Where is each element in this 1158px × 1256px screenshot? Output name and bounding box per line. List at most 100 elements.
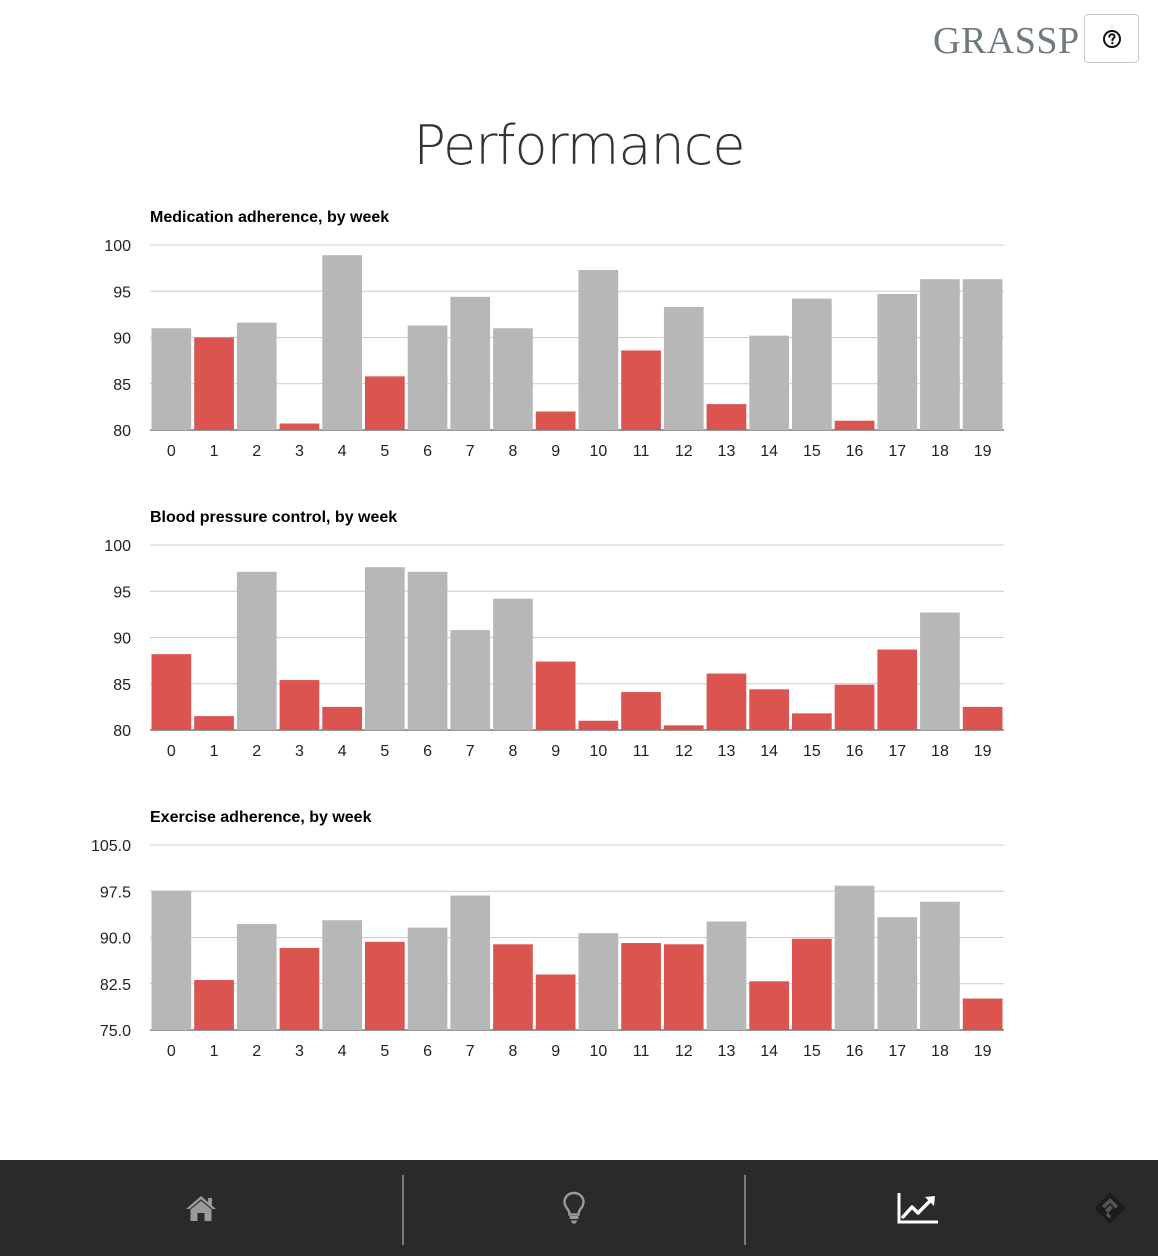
x-tick-label: 16 [846,1043,864,1060]
bar-week-0[interactable] [151,654,192,730]
bar-week-15[interactable] [792,713,832,730]
x-tick-label: 10 [589,443,607,460]
bar-week-0[interactable] [151,328,192,430]
bar-week-13[interactable] [706,921,747,1030]
bar-week-17[interactable] [877,649,918,730]
x-tick-label: 1 [210,743,219,760]
nav-divider [402,1175,404,1245]
x-tick-label: 12 [675,743,693,760]
bar-week-15[interactable] [792,298,832,430]
bar-week-10[interactable] [578,720,619,730]
bar-week-2[interactable] [236,923,277,1030]
bar-week-5[interactable] [365,567,405,730]
bar-week-1[interactable] [194,337,234,431]
nav-feed[interactable] [1090,1160,1130,1256]
x-tick-label: 5 [380,743,389,760]
x-tick-label: 13 [718,743,736,760]
bar-week-14[interactable] [749,981,789,1030]
x-tick-label: 15 [803,1043,821,1060]
help-button[interactable] [1084,14,1139,63]
bar-week-3[interactable] [279,947,320,1030]
bar-week-5[interactable] [365,941,405,1030]
bar-week-17[interactable] [877,294,918,430]
bar-week-3[interactable] [279,680,320,730]
bar-week-5[interactable] [365,376,405,430]
bar-week-19[interactable] [962,279,1003,430]
bar-week-12[interactable] [663,725,704,730]
bar-week-13[interactable] [706,673,747,730]
bar-week-18[interactable] [920,279,960,430]
x-tick-label: 15 [803,443,821,460]
x-tick-label: 12 [675,1043,693,1060]
y-tick-label: 80 [113,723,131,740]
bar-week-16[interactable] [834,420,875,430]
nav-tips[interactable] [404,1160,744,1256]
x-tick-label: 13 [718,443,736,460]
bar-week-4[interactable] [322,706,362,730]
bar-week-6[interactable] [407,571,448,730]
bar-week-13[interactable] [706,404,747,430]
bar-week-1[interactable] [194,716,234,730]
bar-week-10[interactable] [578,269,619,430]
bar-week-17[interactable] [877,917,918,1030]
bar-week-12[interactable] [663,944,704,1030]
bar-week-7[interactable] [450,296,491,430]
bar-week-8[interactable] [493,598,533,730]
brand-logo: GRASSP [933,20,1080,62]
bar-week-4[interactable] [322,920,362,1030]
bar-week-1[interactable] [194,980,234,1030]
bar-week-16[interactable] [834,885,875,1030]
bar-week-2[interactable] [236,322,277,430]
bar-week-19[interactable] [962,998,1003,1030]
nav-home[interactable] [0,1160,402,1256]
bar-week-4[interactable] [322,255,362,430]
bar-week-6[interactable] [407,927,448,1030]
nav-performance[interactable] [746,1160,1090,1256]
x-tick-label: 11 [633,1043,650,1060]
y-tick-label: 100 [104,238,131,255]
bar-week-7[interactable] [450,895,491,1030]
x-tick-label: 7 [466,1043,475,1060]
bar-week-14[interactable] [749,689,789,730]
x-tick-label: 6 [423,1043,432,1060]
x-tick-label: 3 [295,443,304,460]
bar-week-16[interactable] [834,684,875,730]
x-tick-label: 17 [888,1043,906,1060]
chart-title: Blood pressure control, by week [150,509,397,526]
bar-week-11[interactable] [621,350,661,430]
bar-week-18[interactable] [920,901,960,1030]
bar-week-8[interactable] [493,944,533,1030]
x-tick-label: 19 [974,443,992,460]
x-tick-label: 17 [888,443,906,460]
bar-week-9[interactable] [535,411,576,431]
bar-week-9[interactable] [535,974,576,1031]
medication-adherence-chart: Medication adherence, by week 80 85 90 95 100… [0,200,1158,490]
x-tick-label: 10 [589,1043,607,1060]
bar-week-8[interactable] [493,328,533,430]
bar-week-19[interactable] [962,706,1003,730]
bar-week-6[interactable] [407,325,448,430]
exercise-adherence-chart-svg: Exercise adherence, by week 75.0 82.5 90.0 9… [91,809,1004,1060]
x-tick-label: 11 [633,443,650,460]
bar-week-18[interactable] [920,612,960,730]
bar-week-12[interactable] [663,306,704,430]
bar-week-14[interactable] [749,335,789,430]
bar-week-10[interactable] [578,933,619,1030]
bar-week-11[interactable] [621,943,661,1030]
x-tick-label: 13 [718,1043,736,1060]
x-tick-label: 14 [760,1043,778,1060]
bar-week-0[interactable] [151,890,192,1030]
bar-week-9[interactable] [535,661,576,730]
y-tick-label: 100 [104,538,131,555]
y-tick-label: 95 [113,584,131,601]
bar-week-2[interactable] [236,571,277,730]
bar-week-3[interactable] [279,423,320,430]
x-tick-label: 4 [338,443,347,460]
y-tick-label: 80 [113,423,131,440]
bar-week-15[interactable] [792,938,832,1030]
bar-week-7[interactable] [450,630,491,730]
bar-week-11[interactable] [621,692,661,730]
x-tick-label: 7 [466,743,475,760]
chart-title: Medication adherence, by week [150,209,389,226]
x-tick-label: 16 [846,443,864,460]
